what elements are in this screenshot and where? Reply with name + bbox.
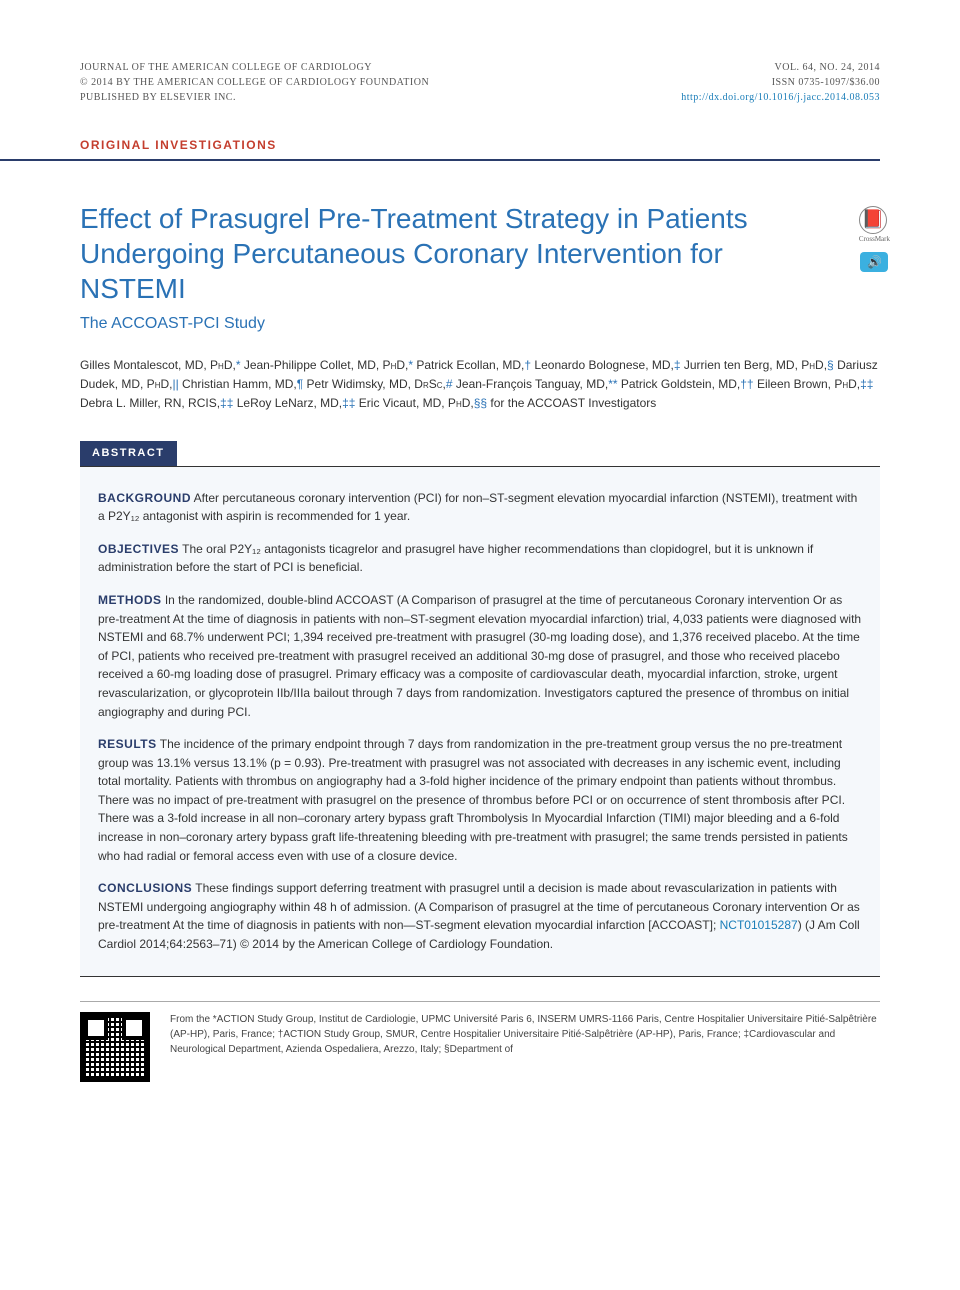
issn-line: ISSN 0735-1097/$36.00 — [681, 75, 880, 90]
crossmark-badge[interactable]: 📕 CrossMark — [859, 206, 890, 245]
affiliations-text: From the *ACTION Study Group, Institut d… — [170, 1012, 880, 1082]
speaker-icon: 🔊 — [867, 253, 882, 271]
qr-code-icon[interactable] — [80, 1012, 150, 1082]
footer-row: From the *ACTION Study Group, Institut d… — [80, 1001, 880, 1082]
author-list: Gilles Montalescot, MD, PhD,* Jean-Phili… — [80, 356, 880, 414]
badge-column: 📕 CrossMark 🔊 — [859, 206, 890, 273]
header-left: JOURNAL OF THE AMERICAN COLLEGE OF CARDI… — [80, 60, 429, 105]
copyright-line: © 2014 BY THE AMERICAN COLLEGE OF CARDIO… — [80, 75, 429, 90]
header-right: VOL. 64, NO. 24, 2014 ISSN 0735-1097/$36… — [681, 60, 880, 105]
journal-header: JOURNAL OF THE AMERICAN COLLEGE OF CARDI… — [80, 60, 880, 105]
article-subtitle: The ACCOAST-PCI Study — [80, 312, 880, 336]
abstract-section: CONCLUSIONS These findings support defer… — [98, 879, 862, 953]
abstract-box: BACKGROUND After percutaneous coronary i… — [80, 466, 880, 977]
publisher-line: PUBLISHED BY ELSEVIER INC. — [80, 90, 429, 105]
nct-link[interactable]: NCT01015287 — [720, 918, 798, 932]
section-label: ORIGINAL INVESTIGATIONS — [80, 138, 277, 152]
journal-name: JOURNAL OF THE AMERICAN COLLEGE OF CARDI… — [80, 60, 429, 75]
abstract-heading: CONCLUSIONS — [98, 881, 192, 895]
abstract-block: ABSTRACT BACKGROUND After percutaneous c… — [80, 441, 880, 977]
article-title: Effect of Prasugrel Pre-Treatment Strate… — [80, 201, 780, 306]
abstract-section: METHODS In the randomized, double-blind … — [98, 591, 862, 721]
title-block: Effect of Prasugrel Pre-Treatment Strate… — [80, 201, 880, 336]
doi-link[interactable]: http://dx.doi.org/10.1016/j.jacc.2014.08… — [681, 90, 880, 105]
abstract-heading: BACKGROUND — [98, 491, 191, 505]
section-label-row: ORIGINAL INVESTIGATIONS — [80, 135, 880, 161]
abstract-label: ABSTRACT — [80, 441, 177, 466]
abstract-section: RESULTS The incidence of the primary end… — [98, 735, 862, 865]
volume-issue: VOL. 64, NO. 24, 2014 — [681, 60, 880, 75]
crossmark-label: CrossMark — [859, 234, 890, 245]
abstract-heading: RESULTS — [98, 737, 157, 751]
audio-badge[interactable]: 🔊 — [860, 252, 888, 272]
abstract-heading: OBJECTIVES — [98, 542, 179, 556]
crossmark-icon: 📕 — [859, 206, 887, 234]
abstract-heading: METHODS — [98, 593, 162, 607]
abstract-section: BACKGROUND After percutaneous coronary i… — [98, 489, 862, 526]
abstract-section: OBJECTIVES The oral P2Y₁₂ antagonists ti… — [98, 540, 862, 577]
